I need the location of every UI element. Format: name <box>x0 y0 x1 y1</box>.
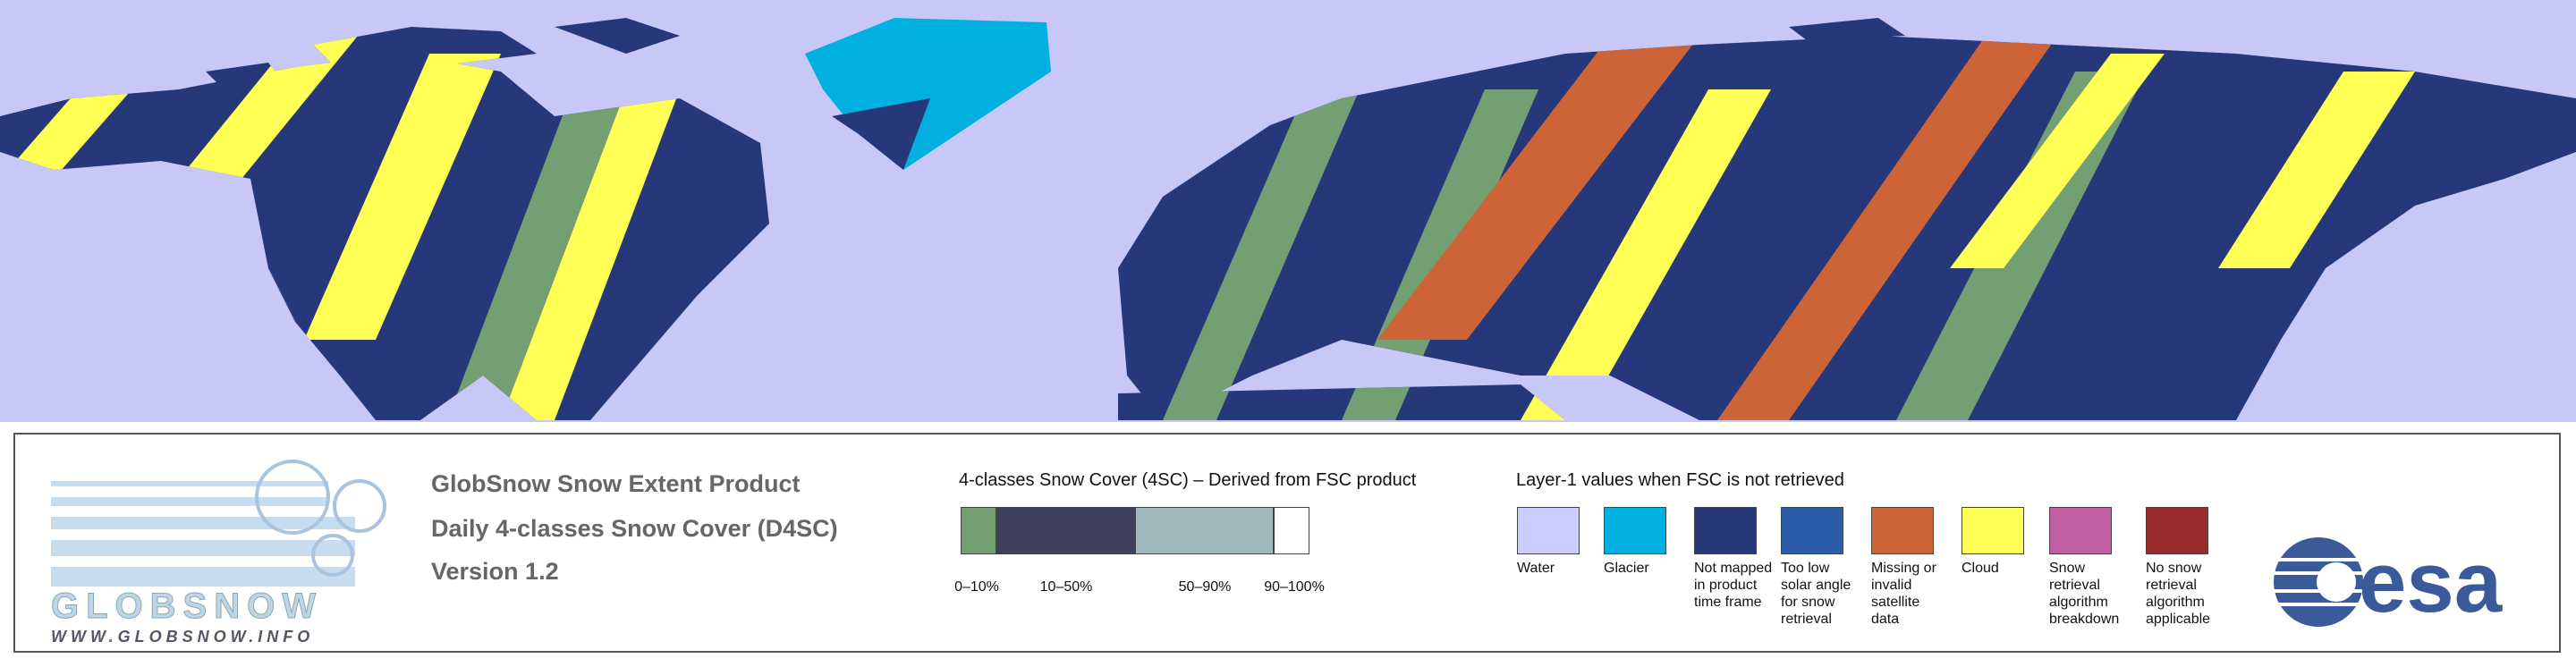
layer1-label: Not mapped in product time frame <box>1694 561 1773 610</box>
product-line: Daily 4-classes Snow Cover (D4SC) <box>431 515 838 542</box>
fsc-swatch <box>1135 507 1274 554</box>
esa-logo: esa <box>2269 535 2503 630</box>
fsc-title: 4-classes Snow Cover (4SC) – Derived fro… <box>959 470 1417 490</box>
layer1-label: Glacier <box>1604 561 1649 576</box>
layer1-swatch <box>1517 507 1580 554</box>
globsnow-logo: GLOBSNOW WWW.GLOBSNOW.INFO <box>51 460 386 646</box>
legend-panel: GLOBSNOW WWW.GLOBSNOW.INFO GlobSnow Snow… <box>13 433 2561 653</box>
layer1-swatch <box>1871 507 1934 554</box>
land-swaths <box>0 18 2576 420</box>
esa-name: esa <box>2359 535 2503 630</box>
fsc-swatch <box>961 507 996 554</box>
logo-url: WWW.GLOBSNOW.INFO <box>51 628 314 646</box>
layer1-swatch <box>1694 507 1757 554</box>
layer1-label: Water <box>1517 561 1555 576</box>
snow-map <box>0 0 2576 422</box>
fsc-class-label: 90–100% <box>1264 579 1325 595</box>
layer1-swatch <box>1962 507 2024 554</box>
fsc-class-label: 10–50% <box>1039 579 1093 595</box>
greenland-swath <box>832 98 930 170</box>
product-line: GlobSnow Snow Extent Product <box>431 470 801 497</box>
layer1-label: Cloud <box>1962 561 1999 576</box>
fsc-class-label: 0–10% <box>954 579 999 595</box>
layer1-swatch <box>1781 507 1843 554</box>
product-line: Version 1.2 <box>431 558 559 585</box>
layer1-swatch <box>2049 507 2112 554</box>
layer1-title: Layer-1 values when FSC is not retrieved <box>1516 470 1844 490</box>
layer1-label: Too low solar angle for snow retrieval <box>1781 561 1852 627</box>
logo-name: GLOBSNOW <box>51 587 323 626</box>
layer1-swatch <box>1604 507 1666 554</box>
layer1-label: Missing or invalid satellite data <box>1871 561 1936 627</box>
layer1-swatch <box>2146 507 2208 554</box>
fsc-swatch <box>996 507 1135 554</box>
layer1-label: No snow retrieval algorithm applicable <box>2146 561 2211 627</box>
layer1-label: Snow retrieval algorithm breakdown <box>2049 561 2120 627</box>
fsc-swatch <box>1274 507 1309 554</box>
fsc-class-label: 50–90% <box>1178 579 1232 595</box>
